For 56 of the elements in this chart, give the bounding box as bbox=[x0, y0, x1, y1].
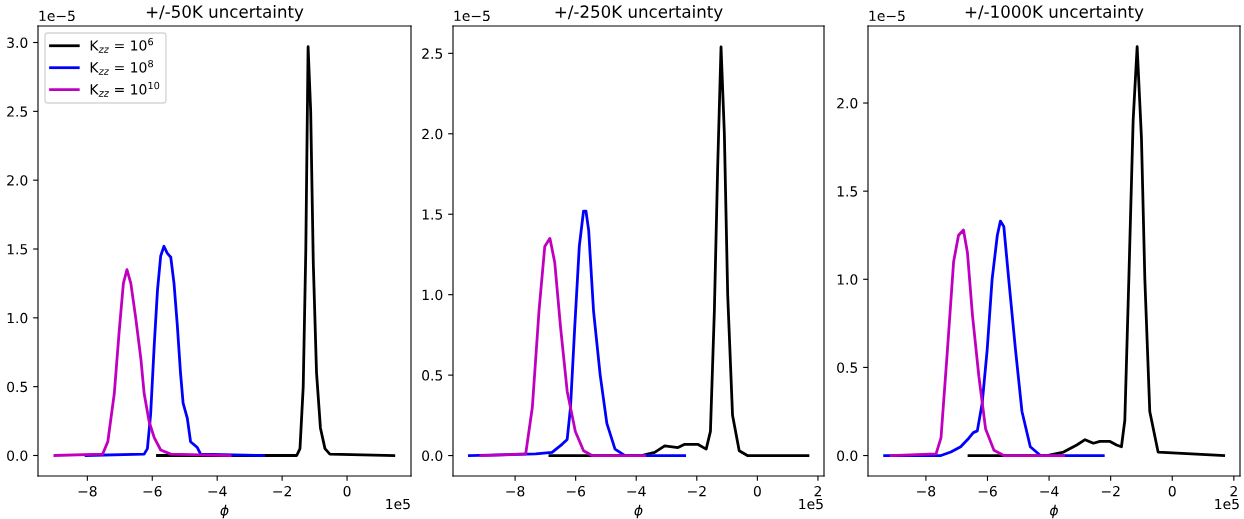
y-tick-label: 2.5 bbox=[422, 48, 443, 59]
y-tick-label: 2.0 bbox=[837, 98, 858, 109]
x-tick-label: −4 bbox=[208, 486, 227, 497]
y-tick-label: 0.5 bbox=[7, 381, 28, 393]
y-tick-label: 2.5 bbox=[7, 106, 28, 117]
line-series bbox=[53, 268, 232, 457]
x-tick-label: 0 bbox=[343, 485, 351, 497]
x-tick-label: −6 bbox=[566, 485, 586, 497]
y-tick-label: 1.0 bbox=[7, 312, 28, 324]
text: 1e−5 bbox=[869, 10, 905, 22]
x-tick-label: 0 bbox=[753, 485, 761, 497]
y-tick-label: 2.0 bbox=[422, 128, 443, 140]
line-series bbox=[479, 236, 647, 457]
x-tick-label: −8 bbox=[78, 485, 97, 497]
y-tick-label: 2.0 bbox=[7, 175, 28, 186]
y-tick-label: 1.0 bbox=[422, 289, 443, 301]
text: 1e−5 bbox=[454, 10, 490, 22]
y-tick-label: 1.5 bbox=[837, 186, 858, 197]
x-tick-label: −6 bbox=[143, 485, 162, 497]
x-axis-title: ϕ bbox=[634, 504, 643, 519]
x-tick-label: −6 bbox=[978, 485, 997, 497]
x-tick-label: 2 bbox=[1230, 485, 1237, 497]
x-tick-label: −8 bbox=[917, 485, 936, 497]
y-tick-label: 1.0 bbox=[837, 274, 858, 285]
chart-title: +/-1000K uncertainty bbox=[965, 5, 1144, 22]
y-tick-label: 0.5 bbox=[837, 362, 858, 373]
y-tick-label: 0.0 bbox=[422, 450, 443, 462]
text: 1e−5 bbox=[39, 10, 75, 22]
line-series bbox=[548, 45, 810, 457]
x-tick-label: −8 bbox=[506, 485, 525, 497]
legend-label: K$_{zz}$ = 10$^{8}$ bbox=[90, 59, 154, 75]
chart-title: +/-50K uncertainty bbox=[146, 5, 304, 22]
x-axis-title: ϕ bbox=[1050, 504, 1058, 519]
x-tick-label: −4 bbox=[1040, 486, 1059, 497]
x-tick-label: −2 bbox=[273, 485, 291, 497]
x-axis-title: ϕ bbox=[220, 504, 229, 519]
legend-label: K$_{zz}$ = 10$^{6}$ bbox=[90, 37, 154, 53]
x-tick-label: 2 bbox=[814, 485, 821, 497]
line-series bbox=[967, 45, 1226, 457]
x-tick-label: 0 bbox=[1168, 485, 1176, 497]
x-tick-label: −2 bbox=[1101, 485, 1120, 497]
text: 1e5 bbox=[386, 498, 410, 510]
chart-title: +/-250K uncertainty bbox=[555, 5, 723, 22]
y-tick-label: 0.0 bbox=[837, 450, 858, 462]
text: 1e5 bbox=[799, 498, 823, 510]
text: 1e5 bbox=[1215, 498, 1239, 510]
x-tick-label: −2 bbox=[688, 485, 706, 497]
x-tick-label: −4 bbox=[627, 486, 646, 497]
y-tick-label: 1.5 bbox=[7, 244, 28, 255]
y-tick-label: 1.5 bbox=[422, 209, 443, 220]
line-series bbox=[84, 244, 266, 457]
y-tick-label: 0.0 bbox=[7, 450, 28, 461]
legend-label: K$_{zz}$ = 10$^{10}$ bbox=[90, 81, 160, 97]
line-series bbox=[889, 228, 1065, 457]
y-tick-label: 0.5 bbox=[422, 370, 443, 381]
y-tick-label: 3.0 bbox=[7, 37, 28, 48]
